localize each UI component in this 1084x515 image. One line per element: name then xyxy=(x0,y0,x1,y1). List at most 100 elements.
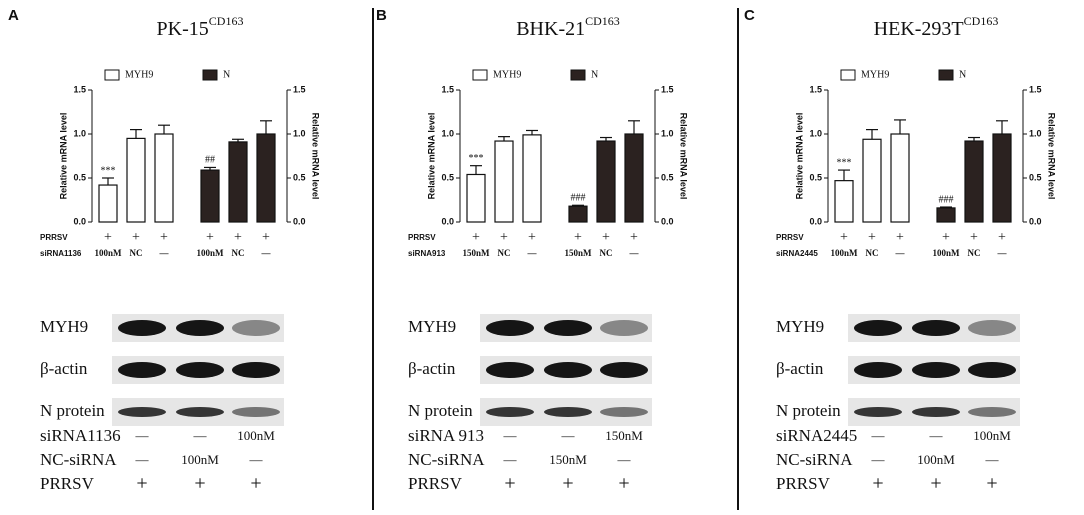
treatment-value: 150nM xyxy=(549,452,587,467)
treatment-value: + xyxy=(986,473,997,495)
treatment-row-label: PRRSV xyxy=(776,233,804,242)
blot-band xyxy=(118,320,166,336)
legend-label: N xyxy=(591,69,598,80)
treatment-value: — xyxy=(929,428,944,443)
y-tick-label: 0.0 xyxy=(441,216,454,226)
treatment-value: — xyxy=(503,452,518,467)
treatment-value: — xyxy=(985,452,1000,467)
blot-band xyxy=(232,407,280,417)
y2-tick-label: 0.5 xyxy=(661,172,674,182)
band-label: β-actin xyxy=(776,359,824,378)
bar xyxy=(126,137,146,223)
band-label: N protein xyxy=(776,401,841,420)
significance-label: ### xyxy=(571,193,586,204)
y2-axis-label: Relative mRNA level xyxy=(311,113,321,200)
blot-band xyxy=(912,362,960,378)
legend-label: MYH9 xyxy=(125,69,153,80)
bar xyxy=(522,134,542,223)
blot-band xyxy=(232,320,280,336)
treatment-row-label: PRRSV xyxy=(408,233,436,242)
bar xyxy=(154,133,174,223)
treatment-value: 100nM xyxy=(973,428,1011,443)
treatment-value: + xyxy=(132,230,140,245)
bar xyxy=(596,140,616,223)
treatment-row-label: NC-siRNA xyxy=(40,450,117,469)
treatment-value: + xyxy=(872,473,883,495)
treatment-value: + xyxy=(618,473,629,495)
blot-band xyxy=(854,320,902,336)
treatment-value: + xyxy=(998,230,1006,245)
y-tick-label: 0.5 xyxy=(73,172,86,182)
y-tick-label: 1.5 xyxy=(809,84,822,94)
bar xyxy=(992,133,1012,223)
significance-label: *** xyxy=(837,157,852,168)
title-superscript: CD163 xyxy=(209,14,244,28)
blot-band xyxy=(854,362,902,378)
band-label: β-actin xyxy=(40,359,88,378)
treatment-value: 100nM xyxy=(95,248,123,258)
treatment-row-label: siRNA2445 xyxy=(776,426,857,445)
treatment-value: NC xyxy=(600,248,613,258)
treatment-value: 150nM xyxy=(463,248,491,258)
treatment-value: + xyxy=(574,230,582,245)
treatment-value: + xyxy=(472,230,480,245)
treatment-value: + xyxy=(160,230,168,245)
band-label: MYH9 xyxy=(40,317,88,336)
blot-band xyxy=(486,320,534,336)
band-label: N protein xyxy=(408,401,473,420)
treatment-value: + xyxy=(930,473,941,495)
treatment-value: + xyxy=(262,230,270,245)
y-tick-label: 1.5 xyxy=(73,84,86,94)
treatment-value: — xyxy=(135,428,150,443)
treatment-value: 100nM xyxy=(197,248,225,258)
bar xyxy=(98,184,118,223)
bar xyxy=(256,133,276,223)
treatment-row-label: PRRSV xyxy=(408,474,463,493)
chart-title: PK-15CD163 xyxy=(157,14,244,40)
treatment-value: 100nM xyxy=(181,452,219,467)
treatment-value: + xyxy=(868,230,876,245)
treatment-row-label: NC-siRNA xyxy=(408,450,485,469)
blot-band xyxy=(912,407,960,417)
significance-label: ## xyxy=(205,155,215,166)
band-label: MYH9 xyxy=(408,317,456,336)
chart-title: HEK-293TCD163 xyxy=(874,14,999,40)
y-tick-label: 0.5 xyxy=(809,172,822,182)
blot-band xyxy=(118,407,166,417)
blot-band xyxy=(600,407,648,417)
blot-band xyxy=(544,407,592,417)
y-axis-label: Relative mRNA level xyxy=(58,113,68,200)
y-axis-label: Relative mRNA level xyxy=(794,113,804,200)
legend-label: N xyxy=(223,69,230,80)
y2-tick-label: 1.0 xyxy=(293,128,306,138)
bar xyxy=(834,180,854,223)
treatment-row-label: siRNA1136 xyxy=(40,426,121,445)
legend-swatch xyxy=(104,69,120,81)
y2-tick-label: 1.5 xyxy=(661,84,674,94)
treatment-value: — xyxy=(527,248,538,258)
title-superscript: CD163 xyxy=(585,14,620,28)
title-main: BHK-21 xyxy=(516,18,585,40)
chart-title: BHK-21CD163 xyxy=(516,14,620,40)
band-label: β-actin xyxy=(408,359,456,378)
treatment-value: + xyxy=(528,230,536,245)
treatment-value: — xyxy=(871,428,886,443)
y2-axis-label: Relative mRNA level xyxy=(1047,113,1057,200)
significance-label: *** xyxy=(469,153,484,164)
blot-band xyxy=(968,407,1016,417)
treatment-value: + xyxy=(562,473,573,495)
treatment-value: — xyxy=(159,248,170,258)
treatment-value: — xyxy=(193,428,208,443)
y2-tick-label: 1.0 xyxy=(661,128,674,138)
treatment-value: NC xyxy=(866,248,879,258)
panel-label: C xyxy=(744,7,755,24)
treatment-value: NC xyxy=(968,248,981,258)
bar xyxy=(494,140,514,223)
band-label: N protein xyxy=(40,401,105,420)
treatment-value: + xyxy=(104,230,112,245)
legend-swatch xyxy=(202,69,218,81)
treatment-value: NC xyxy=(232,248,245,258)
y2-tick-label: 0.5 xyxy=(1029,172,1042,182)
treatment-value: + xyxy=(234,230,242,245)
